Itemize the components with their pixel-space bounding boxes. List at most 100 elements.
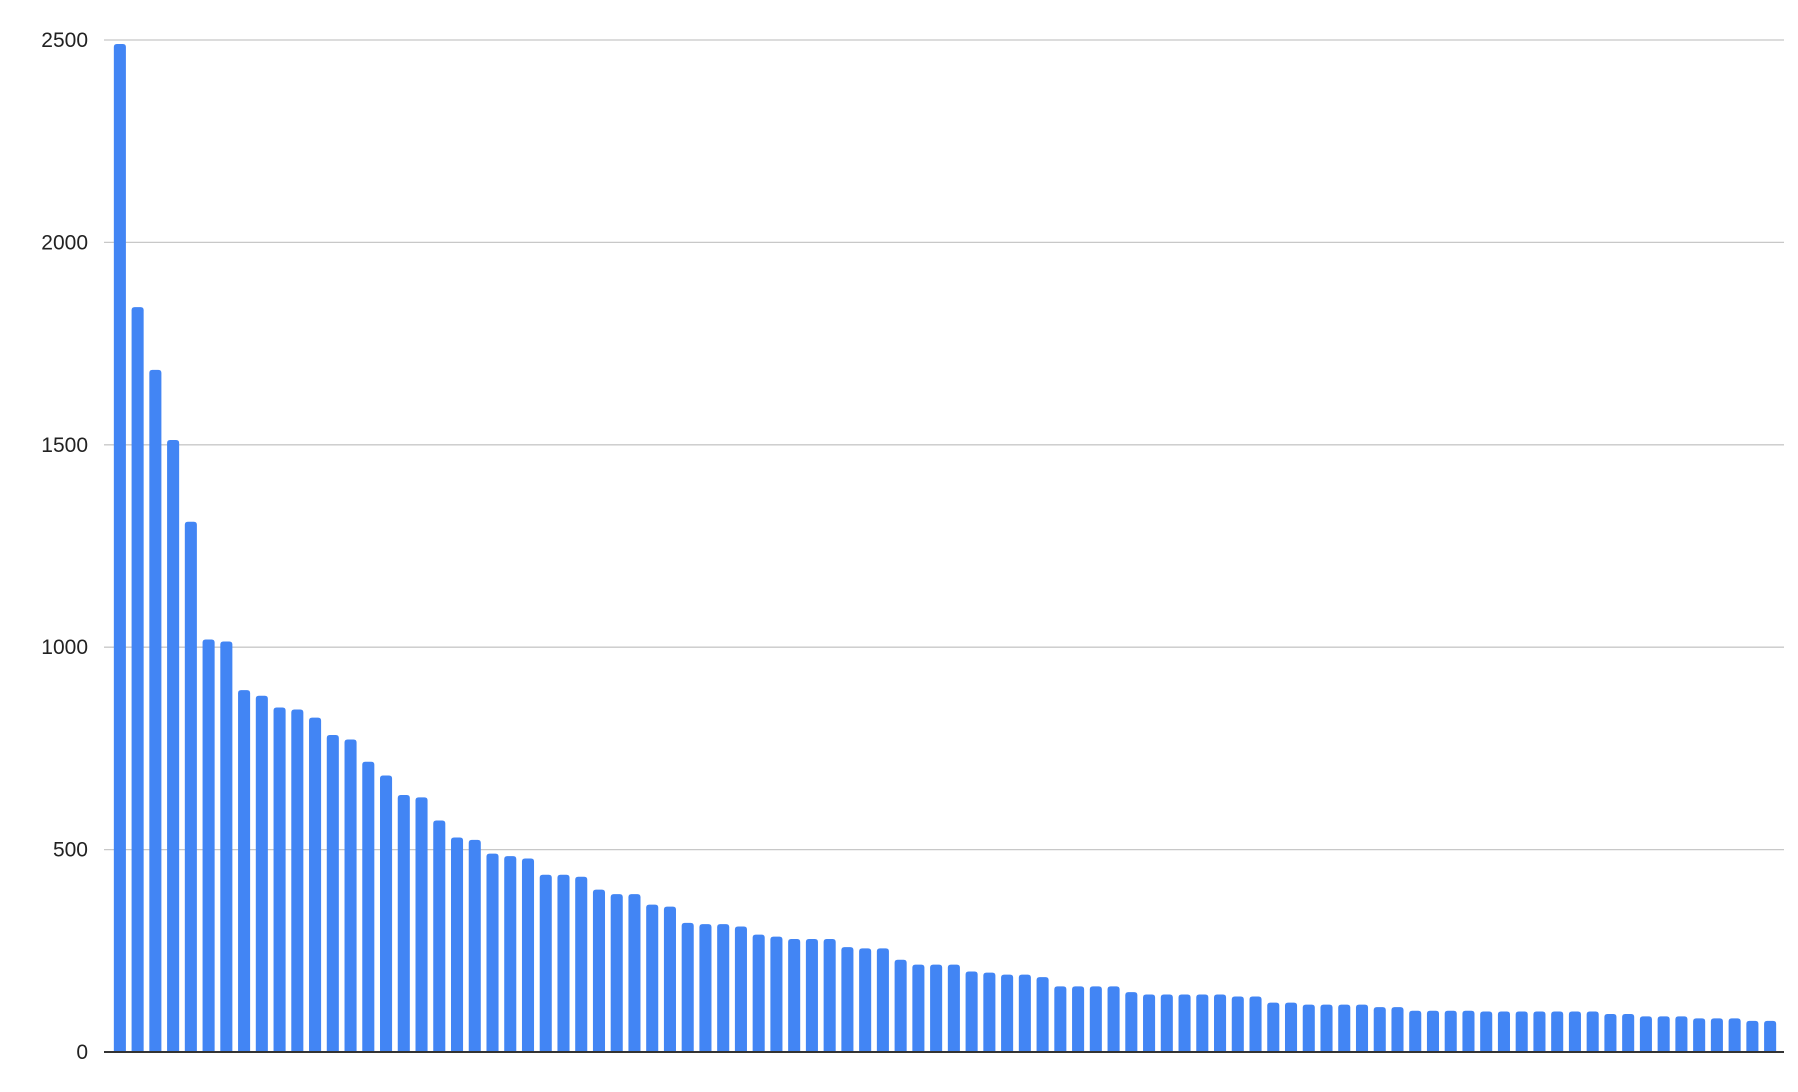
- bar: [1409, 1010, 1422, 1052]
- bar: [788, 939, 801, 1052]
- bar: [113, 44, 126, 1053]
- bar: [770, 936, 783, 1052]
- bar: [734, 926, 747, 1052]
- bar: [380, 775, 393, 1052]
- bar: [1267, 1002, 1280, 1052]
- bar: [131, 307, 144, 1053]
- bars: [113, 44, 1777, 1053]
- bar: [1302, 1004, 1315, 1052]
- bar: [663, 906, 676, 1052]
- bar: [486, 853, 499, 1052]
- bar: [805, 939, 818, 1052]
- bar: [1338, 1004, 1351, 1052]
- bar: [1054, 986, 1067, 1052]
- bar: [1515, 1011, 1528, 1052]
- bar: [1728, 1018, 1741, 1052]
- bar: [450, 837, 464, 1052]
- bar: [291, 709, 304, 1052]
- bar: [433, 820, 446, 1052]
- bar: [1693, 1018, 1706, 1052]
- bar: [1107, 986, 1120, 1052]
- bar: [149, 369, 162, 1052]
- bar: [823, 939, 836, 1052]
- bar: [1746, 1020, 1759, 1052]
- bar: [1764, 1020, 1777, 1052]
- bar: [557, 874, 570, 1052]
- bar: [681, 922, 694, 1052]
- bar: [1125, 992, 1138, 1052]
- bar: [983, 972, 996, 1052]
- bar: [699, 924, 712, 1052]
- bar: [912, 964, 925, 1052]
- bar: [1355, 1004, 1369, 1052]
- y-tick-label: 1000: [41, 636, 88, 659]
- bar: [1373, 1007, 1386, 1052]
- bar: [184, 521, 197, 1052]
- bar: [1001, 974, 1014, 1052]
- bar: [1196, 994, 1209, 1052]
- bar: [841, 947, 854, 1052]
- bar: [1639, 1016, 1652, 1052]
- bar: [167, 439, 180, 1053]
- bar: [1178, 994, 1191, 1052]
- bar: [1657, 1016, 1670, 1052]
- bar: [1497, 1011, 1510, 1052]
- bar: [1072, 986, 1085, 1052]
- bar: [1710, 1018, 1723, 1052]
- bar: [876, 948, 889, 1052]
- bar: [1160, 994, 1173, 1052]
- bar: [521, 858, 535, 1052]
- bar: [326, 735, 339, 1052]
- bar: [752, 934, 765, 1052]
- bar: [1622, 1013, 1635, 1052]
- bar: [415, 797, 428, 1052]
- bar: [1284, 1002, 1298, 1052]
- y-axis-tick-labels: 0 500 1000 1500 2000 2500: [41, 29, 88, 1064]
- bar: [1480, 1011, 1493, 1052]
- bar: [344, 739, 357, 1052]
- bar: [397, 794, 410, 1052]
- bar: [592, 889, 606, 1052]
- y-tick-label: 2000: [41, 231, 88, 254]
- bar: [309, 717, 322, 1052]
- bar: [1391, 1007, 1404, 1052]
- bar: [255, 695, 268, 1052]
- bar: [504, 856, 517, 1052]
- bar: [575, 876, 588, 1052]
- bar: [628, 894, 641, 1052]
- bar: [273, 707, 286, 1052]
- bar: [1533, 1011, 1546, 1052]
- bar: [220, 641, 233, 1052]
- bar: [1143, 994, 1156, 1052]
- bar: [1089, 986, 1102, 1052]
- bar: [468, 839, 481, 1052]
- y-tick-label: 1500: [41, 434, 88, 457]
- bar: [1320, 1004, 1333, 1052]
- bar: [238, 690, 251, 1052]
- bar: [1675, 1016, 1688, 1052]
- bar: [717, 924, 730, 1052]
- bar: [1036, 977, 1049, 1052]
- bar: [894, 959, 907, 1052]
- y-tick-label: 500: [53, 839, 88, 862]
- bar: [646, 904, 659, 1052]
- bar: [1231, 996, 1244, 1052]
- bar: [539, 874, 552, 1052]
- bar: [965, 971, 978, 1052]
- bar: [859, 948, 872, 1052]
- bar: [1604, 1013, 1617, 1052]
- bar: [1214, 994, 1227, 1052]
- bar: [362, 761, 375, 1052]
- bar: [947, 964, 960, 1052]
- bar: [610, 894, 623, 1052]
- bar: [1426, 1010, 1440, 1052]
- bar: [202, 639, 215, 1052]
- bar: [1568, 1011, 1581, 1052]
- bar: [930, 964, 943, 1052]
- bar: [1551, 1011, 1564, 1052]
- bar: [1462, 1010, 1475, 1052]
- bar: [1018, 974, 1031, 1052]
- y-tick-label: 0: [76, 1041, 88, 1064]
- bar: [1444, 1010, 1457, 1052]
